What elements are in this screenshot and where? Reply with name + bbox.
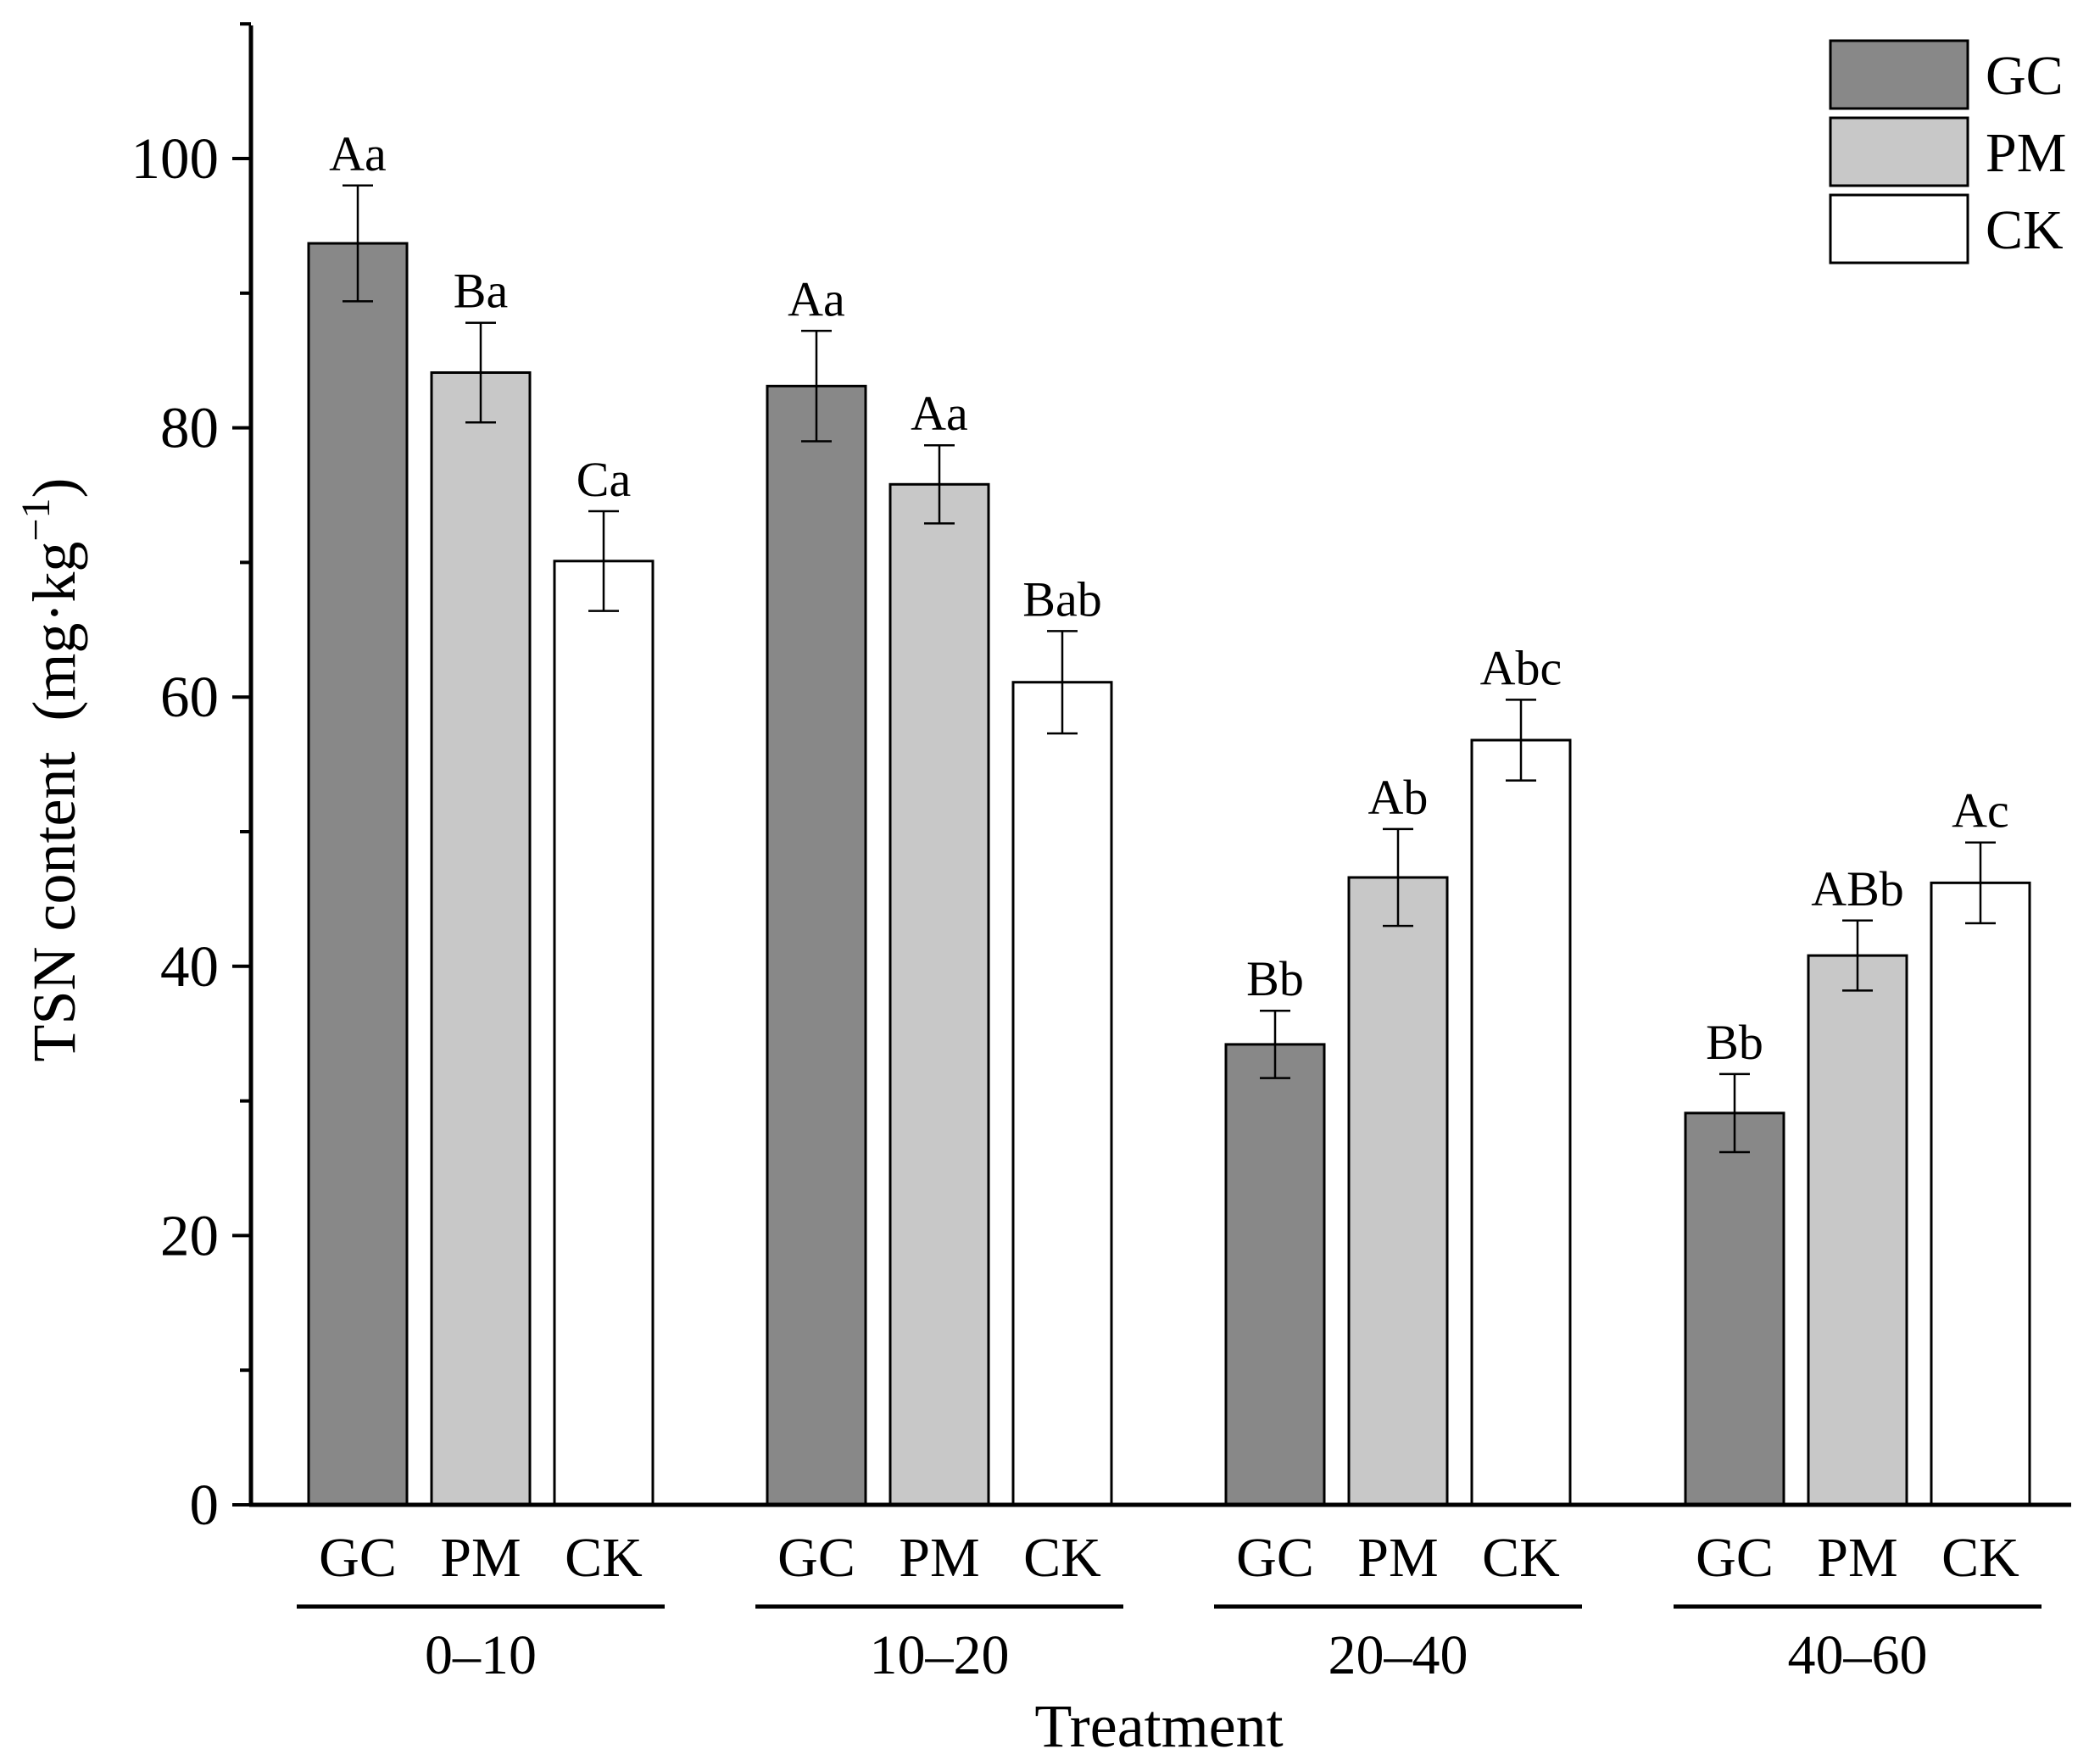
sig-label-ck-1: Ca xyxy=(577,452,631,507)
sig-label-gc-4: Bb xyxy=(1706,1015,1763,1070)
bar-ck-2 xyxy=(1011,681,1113,1507)
bar-pm-2 xyxy=(888,482,990,1507)
y-axis-title-superscript: −1 xyxy=(14,498,58,542)
bar-pm-4 xyxy=(1807,954,1908,1507)
x-category-label-gc-1: GC xyxy=(319,1527,397,1589)
sig-label-gc-3: Bb xyxy=(1246,951,1304,1006)
y-axis-title: TSN content (mg·kg−1) xyxy=(14,478,88,1062)
x-category-label-gc-4: GC xyxy=(1696,1527,1774,1589)
group-label-3: 20–40 xyxy=(1329,1624,1468,1686)
y-tick-label-60: 60 xyxy=(160,665,219,729)
bar-gc-3 xyxy=(1224,1043,1326,1507)
axes-layer: 0 20 40 60 80 100 xyxy=(131,22,2071,1537)
x-category-label-gc-3: GC xyxy=(1236,1527,1314,1589)
sig-label-ck-4: Ac xyxy=(1952,783,2009,838)
x-category-label-ck-4: CK xyxy=(1941,1527,2019,1589)
legend-label-gc: GC xyxy=(1986,45,2064,107)
bar-ck-1 xyxy=(553,560,655,1507)
sig-label-pm-2: Aa xyxy=(911,386,968,441)
legend: GC PM CK xyxy=(1829,39,2066,265)
x-category-label-pm-2: PM xyxy=(899,1527,979,1589)
y-tick-label-0: 0 xyxy=(190,1473,220,1537)
y-tick-label-20: 20 xyxy=(160,1203,219,1267)
y-axis-title-end: ) xyxy=(20,478,88,498)
bar-gc-2 xyxy=(766,384,867,1507)
sig-label-gc-1: Aa xyxy=(329,126,387,181)
x-category-label-gc-2: GC xyxy=(777,1527,855,1589)
group-label-4: 40–60 xyxy=(1788,1624,1928,1686)
sig-label-pm-4: ABb xyxy=(1811,861,1904,916)
bar-pm-3 xyxy=(1347,876,1449,1507)
sig-label-gc-2: Aa xyxy=(788,271,845,326)
y-tick-label-40: 40 xyxy=(160,934,219,999)
group-label-2: 10–20 xyxy=(870,1624,1010,1686)
bar-ck-4 xyxy=(1930,881,2031,1507)
x-category-label-pm-1: PM xyxy=(440,1527,521,1589)
legend-swatch-pm xyxy=(1829,116,1969,187)
x-axis-title: Treatment xyxy=(1034,1692,1283,1760)
y-axis-title-main: TSN content (mg·kg xyxy=(20,542,88,1062)
x-category-label-pm-4: PM xyxy=(1817,1527,1897,1589)
x-category-label-ck-1: CK xyxy=(565,1527,643,1589)
legend-label-ck: CK xyxy=(1986,199,2064,261)
legend-swatch-ck xyxy=(1829,193,1969,265)
y-tick-label-80: 80 xyxy=(160,396,219,460)
x-category-label-ck-3: CK xyxy=(1482,1527,1560,1589)
sig-label-ck-2: Bab xyxy=(1022,571,1101,627)
x-category-label-pm-3: PM xyxy=(1357,1527,1438,1589)
bar-ck-3 xyxy=(1470,738,1572,1507)
group-label-1: 0–10 xyxy=(425,1624,537,1686)
error-bars-layer xyxy=(343,184,1996,1154)
sig-label-pm-1: Ba xyxy=(454,264,508,319)
y-tick-label-100: 100 xyxy=(131,126,220,191)
legend-swatch-gc xyxy=(1829,39,1969,110)
bars-layer xyxy=(307,242,2031,1507)
sig-label-ck-3: Abc xyxy=(1480,640,1562,695)
legend-label-pm: PM xyxy=(1986,122,2066,184)
significance-labels-layer: Aa Aa Bb Bb Ba Aa Ab ABb Ca Bab Abc Ac xyxy=(329,126,2009,1070)
bar-gc-4 xyxy=(1684,1111,1785,1507)
x-category-label-ck-2: CK xyxy=(1023,1527,1101,1589)
bar-gc-1 xyxy=(307,242,409,1507)
bar-pm-1 xyxy=(430,370,532,1507)
sig-label-pm-3: Ab xyxy=(1368,770,1429,825)
